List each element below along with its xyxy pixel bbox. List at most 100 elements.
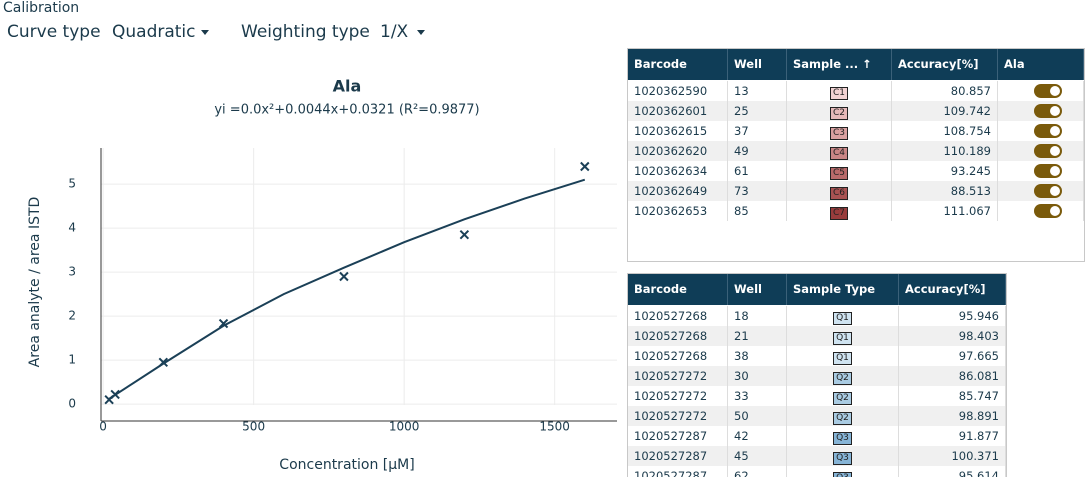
sample-badge: Q3 — [833, 432, 852, 445]
y-tick-label: 2 — [68, 309, 76, 323]
sample-badge: Q3 — [833, 472, 852, 477]
table-row: 1020362634 61 C5 93.245 — [628, 161, 1084, 181]
table-cell: 1020527268 — [628, 346, 728, 366]
table-row: 1020527287 42 Q3 91.877 — [628, 426, 1006, 446]
table-cell: 1020362653 — [628, 201, 728, 221]
qc-table: Barcode Well Sample Type Accuracy[%] 1020527… — [627, 273, 1007, 477]
sample-badge: Q3 — [833, 452, 852, 465]
curve-type-label: Curve type — [7, 22, 101, 42]
fit-curve — [108, 178, 586, 400]
table-cell: 37 — [728, 121, 787, 141]
table-cell: 85.747 — [899, 386, 1006, 406]
table-cell: 100.371 — [899, 446, 1006, 466]
table-row: 1020527272 33 Q2 85.747 — [628, 386, 1006, 406]
sample-badge: Q1 — [833, 352, 852, 365]
y-axis-label: Area analyte / area ISTD — [27, 197, 43, 368]
sample-badge: C7 — [829, 207, 848, 220]
table-cell: C7 — [787, 201, 892, 221]
table-cell: 21 — [728, 326, 787, 346]
table-cell: Q3 — [787, 426, 899, 446]
table-row: 1020362653 85 C7 111.067 — [628, 201, 1084, 221]
sample-badge: Q2 — [833, 412, 852, 425]
data-point — [158, 357, 169, 368]
table-cell — [998, 121, 1084, 141]
table-cell: C5 — [787, 161, 892, 181]
weighting-dropdown[interactable]: 1/X — [380, 22, 409, 42]
toggle[interactable] — [1034, 184, 1062, 198]
table-cell: 50 — [728, 406, 787, 426]
sample-badge: C3 — [829, 127, 848, 140]
table-cell: 98.891 — [899, 406, 1006, 426]
table-cell: 33 — [728, 386, 787, 406]
table-cell: 98.403 — [899, 326, 1006, 346]
column-header[interactable]: Sample Type — [787, 274, 899, 305]
table-cell: 1020527268 — [628, 306, 728, 326]
table-row: 1020527287 45 Q3 100.371 — [628, 446, 1006, 466]
table-cell: 111.067 — [892, 201, 998, 221]
x-axis-label: Concentration [µM] — [279, 457, 414, 473]
table-cell: 1020362615 — [628, 121, 728, 141]
table-cell — [998, 181, 1084, 201]
table-row: 1020362601 25 C2 109.742 — [628, 101, 1084, 121]
toggle[interactable] — [1034, 204, 1062, 218]
table-cell: Q2 — [787, 406, 899, 426]
calibration-table: Barcode Well Sample ... ↑ Accuracy[%] Ala 102… — [627, 48, 1085, 262]
toggle[interactable] — [1034, 144, 1062, 158]
table-cell — [998, 141, 1084, 161]
table-cell: 1020362590 — [628, 81, 728, 101]
table-cell: Q3 — [787, 446, 899, 466]
table-row: 1020527268 18 Q1 95.946 — [628, 306, 1006, 326]
table-cell: 18 — [728, 306, 787, 326]
column-header[interactable]: Barcode — [628, 49, 728, 80]
curve-type-dropdown[interactable]: Quadratic — [112, 22, 196, 42]
sample-badge: Q1 — [833, 332, 852, 345]
table-cell: 1020527287 — [628, 446, 728, 466]
column-header[interactable]: Accuracy[%] — [899, 274, 1006, 305]
table-cell: 97.665 — [899, 346, 1006, 366]
column-header[interactable]: Well — [728, 274, 787, 305]
data-point — [110, 389, 120, 400]
table-cell — [998, 201, 1084, 221]
table-cell: 13 — [728, 81, 787, 101]
y-tick-label: 4 — [68, 221, 76, 235]
column-header[interactable]: Sample ... ↑ — [787, 49, 892, 80]
table-cell — [998, 81, 1084, 101]
x-tick-label: 500 — [242, 420, 265, 434]
table-cell: 62 — [728, 466, 787, 477]
data-point — [339, 271, 349, 282]
x-tick-label: 0 — [99, 420, 107, 434]
column-header[interactable]: Well — [728, 49, 787, 80]
toggle[interactable] — [1034, 104, 1062, 118]
table-row: 1020527268 21 Q1 98.403 — [628, 326, 1006, 346]
table-cell: 88.513 — [892, 181, 998, 201]
toggle[interactable] — [1034, 164, 1062, 178]
y-tick-label: 3 — [68, 265, 76, 279]
sample-badge: C6 — [829, 187, 848, 200]
dropdown-arrow — [201, 30, 209, 35]
table-cell: 109.742 — [892, 101, 998, 121]
table-row: 1020362649 73 C6 88.513 — [628, 181, 1084, 201]
column-header[interactable]: Ala — [998, 49, 1084, 80]
data-point — [580, 161, 590, 172]
table-cell: Q2 — [787, 386, 899, 406]
table-cell: 25 — [728, 101, 787, 121]
table-cell: 91.877 — [899, 426, 1006, 446]
table-row: 1020362615 37 C3 108.754 — [628, 121, 1084, 141]
y-tick-label: 1 — [68, 353, 76, 367]
y-tick-label: 0 — [68, 397, 76, 411]
table-cell: Q2 — [787, 366, 899, 386]
table-cell: C1 — [787, 81, 892, 101]
x-tick-label: 1500 — [539, 420, 570, 434]
sample-badge: Q2 — [833, 372, 852, 385]
dropdown-arrow — [417, 30, 425, 35]
column-header[interactable]: Barcode — [628, 274, 728, 305]
column-header[interactable]: Accuracy[%] — [892, 49, 998, 80]
table-cell: Q3 — [787, 466, 899, 477]
table-row: 1020362590 13 C1 80.857 — [628, 81, 1084, 101]
table-cell: 1020527272 — [628, 406, 728, 426]
table-cell: C6 — [787, 181, 892, 201]
toggle[interactable] — [1034, 84, 1062, 98]
toggle[interactable] — [1034, 124, 1062, 138]
